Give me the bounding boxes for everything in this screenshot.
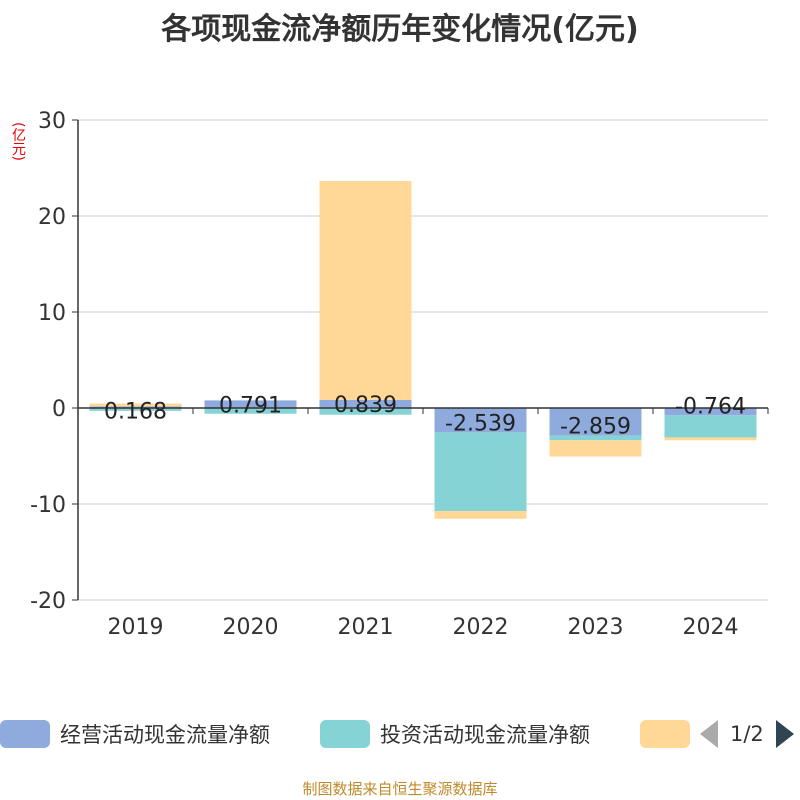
y-tick-label: 10 — [38, 301, 66, 326]
data-label: -2.539 — [445, 411, 516, 436]
x-tick-label: 2019 — [108, 615, 164, 640]
prev-page-icon[interactable] — [700, 720, 718, 748]
y-tick-label: 0 — [52, 397, 66, 422]
y-tick-label: -20 — [30, 589, 66, 614]
bar-3-2022 — [434, 511, 527, 519]
data-label: 0.791 — [219, 393, 282, 418]
data-label: -0.764 — [675, 394, 746, 419]
legend-page-indicator: 1/2 — [730, 722, 764, 746]
legend-swatch-investing — [320, 720, 370, 748]
data-label: 0.839 — [334, 393, 397, 418]
legend-swatch-operating — [0, 720, 50, 748]
x-tick-label: 2022 — [453, 615, 509, 640]
bar-2-2023 — [549, 435, 642, 441]
bar-chart: -20 -10 0 10 20 30 2019 2020 2021 2022 2023 2024 0.… — [30, 109, 769, 640]
legend-label-operating: 经营活动现金流量净额 — [60, 723, 270, 747]
data-label: 0.168 — [104, 399, 167, 424]
y-tick-label: 30 — [38, 109, 66, 134]
bar-3-2019 — [89, 403, 182, 407]
legend-pager: 1/2 — [700, 716, 794, 752]
y-tick-label: 20 — [38, 205, 66, 230]
bar-1-2023 — [549, 408, 642, 436]
next-page-icon[interactable] — [775, 720, 794, 748]
bar-1-2021 — [319, 399, 412, 408]
data-source-note: 制图数据来自恒生聚源数据库 — [302, 780, 498, 798]
legend-item-investing[interactable]: 投资活动现金流量净额 — [320, 716, 590, 752]
bar-2-2020 — [204, 408, 297, 414]
legend-item-third[interactable] — [640, 716, 690, 752]
bar-2-2022 — [434, 432, 527, 512]
x-tick-label: 2023 — [568, 615, 624, 640]
legend-label-investing: 投资活动现金流量净额 — [380, 723, 590, 747]
data-labels: 0.168 0.791 0.839 -2.539 -2.859 -0.764 — [104, 393, 746, 440]
legend-swatch-third — [640, 720, 690, 748]
bar-1-2020 — [204, 400, 297, 408]
chart-title: 各项现金流净额历年变化情况(亿元) — [161, 12, 639, 47]
x-tick-label: 2024 — [683, 615, 739, 640]
bar-1-2019 — [89, 406, 182, 408]
bars — [89, 181, 757, 519]
x-tick-label: 2020 — [223, 615, 279, 640]
bar-1-2022 — [434, 408, 527, 433]
bar-1-2024 — [664, 408, 757, 416]
y-axis-unit-label: (亿元) — [10, 122, 26, 161]
bar-3-2021 — [319, 181, 412, 400]
x-tick-label: 2021 — [338, 615, 394, 640]
gridlines — [78, 119, 768, 601]
bar-3-2024 — [664, 437, 757, 441]
axes: -20 -10 0 10 20 30 2019 2020 2021 2022 2023 2024 — [30, 109, 769, 640]
bar-2-2021 — [319, 408, 412, 415]
y-tick-label: -10 — [30, 493, 66, 518]
bar-3-2023 — [549, 440, 642, 457]
bar-2-2024 — [664, 415, 757, 438]
data-label: -2.859 — [560, 414, 631, 439]
legend: 经营活动现金流量净额 投资活动现金流量净额 — [0, 716, 800, 752]
legend-item-operating[interactable]: 经营活动现金流量净额 — [0, 716, 270, 752]
bar-2-2019 — [89, 408, 182, 411]
